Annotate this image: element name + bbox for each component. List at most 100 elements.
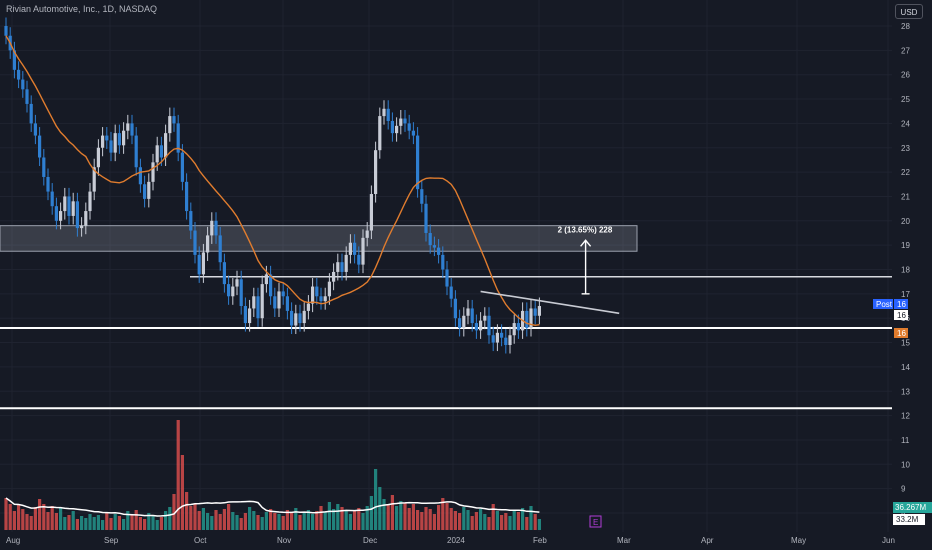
last-price: 16 (897, 311, 906, 320)
volume-value: 36.267M (895, 503, 926, 512)
volume-bar (227, 504, 231, 530)
candle-body (189, 211, 193, 231)
volume-bar (437, 505, 441, 530)
volume-bar (348, 514, 352, 530)
candle-body (193, 230, 197, 255)
candle-body (168, 116, 172, 134)
candle-body (71, 201, 75, 216)
candle-body (138, 167, 142, 185)
volume-bar (105, 512, 109, 530)
volume-bar (374, 469, 378, 530)
chart-title: Rivian Automotive, Inc., 1D, NASDAQ (6, 4, 158, 14)
volume-bar (109, 518, 113, 530)
y-tick-label: 24 (901, 119, 910, 128)
volume-bar (134, 510, 138, 530)
volume-bar (369, 496, 373, 530)
candle-body (269, 274, 273, 297)
volume-bar (319, 506, 323, 530)
volume-value-badge (893, 502, 932, 513)
post-value-badge (894, 299, 908, 309)
candle-body (378, 116, 382, 151)
volume-bar (386, 505, 390, 530)
volume-bar (117, 516, 121, 530)
y-tick-label: 19 (901, 241, 910, 250)
candle-body (353, 242, 357, 255)
candle-body (466, 308, 470, 316)
candle-body (176, 123, 180, 153)
volume-bar (432, 514, 436, 530)
volume-bar (113, 514, 117, 530)
candles (4, 17, 541, 354)
candle-body (479, 320, 483, 331)
volume-bar (462, 507, 466, 530)
candle-body (4, 26, 8, 36)
candle-body (365, 230, 369, 238)
volume-bar (248, 507, 252, 530)
candle-body (390, 120, 394, 134)
candle-body (67, 196, 71, 216)
candle-body (206, 235, 210, 253)
x-tick-label: Oct (194, 536, 207, 545)
volume-bar (416, 510, 420, 530)
candle-body (180, 152, 184, 182)
candle-body (273, 296, 277, 309)
volume-bar (269, 509, 273, 530)
volume-bar (264, 512, 268, 530)
volume-bar (512, 510, 516, 530)
volume-bar (470, 516, 474, 530)
currency-button[interactable]: USD (895, 4, 923, 19)
candle-body (298, 313, 302, 324)
candle-body (164, 133, 168, 158)
volume-bar (210, 516, 214, 530)
candle-body (281, 291, 285, 297)
y-tick-label: 25 (901, 95, 910, 104)
volume-bar (491, 504, 495, 530)
measure-label: 2 (13.65%) 228 (558, 225, 613, 234)
candle-body (117, 133, 121, 146)
volume-bar (340, 507, 344, 530)
candle-body (231, 286, 235, 297)
candle-body (294, 313, 298, 326)
y-tick-label: 15 (901, 339, 910, 348)
candle-body (424, 203, 428, 233)
volume-bar (428, 509, 432, 530)
candle-body (88, 191, 92, 212)
candle-body (491, 335, 495, 343)
candle-body (311, 286, 315, 304)
volume-bar (21, 509, 25, 530)
candle-body (130, 123, 134, 136)
candle-body (50, 191, 54, 207)
y-tick-label: 26 (901, 71, 910, 80)
candle-body (218, 235, 222, 263)
moving-average-line (5, 35, 540, 327)
volume-bar (260, 517, 264, 530)
x-tick-label: Sep (104, 536, 119, 545)
volume-bar (533, 514, 537, 530)
last-price-badge (894, 310, 908, 320)
volume-bar (189, 506, 193, 530)
volume-bar (75, 519, 79, 530)
y-tick-label: 27 (901, 46, 910, 55)
ma-price-badge (894, 328, 908, 338)
volume-bar (29, 516, 33, 530)
candle-body (172, 116, 176, 124)
candle-body (222, 262, 226, 285)
x-tick-label: May (791, 536, 806, 545)
event-label: E (593, 518, 598, 527)
candle-body (210, 220, 214, 236)
candle-body (264, 274, 268, 285)
resistance-zone (0, 225, 638, 252)
candle-body (96, 147, 100, 168)
grid (0, 0, 892, 532)
volume-bar (214, 510, 218, 530)
candle-body (159, 145, 163, 158)
candle-body (260, 284, 264, 319)
volume-ma-value: 33.2M (896, 515, 919, 524)
candle-body (340, 262, 344, 272)
volume-bar (411, 504, 415, 530)
volume-bar (537, 519, 541, 530)
volume-bar (500, 515, 504, 530)
candle-body (101, 135, 105, 148)
candle-body (109, 140, 113, 153)
